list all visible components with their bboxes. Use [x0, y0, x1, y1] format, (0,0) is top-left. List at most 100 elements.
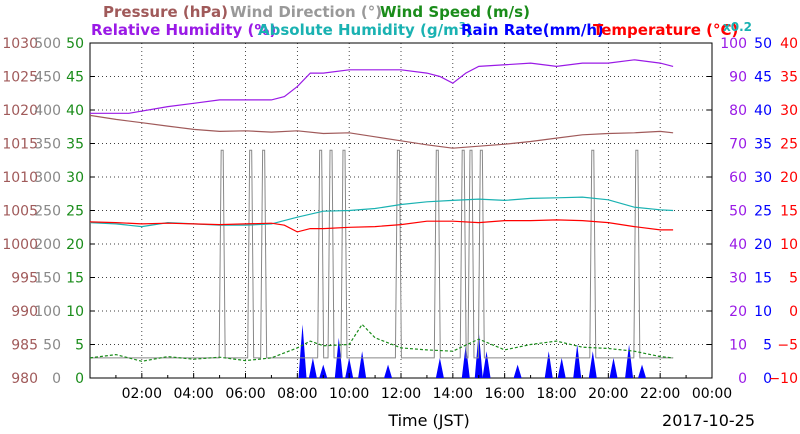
y-axes: 1030102510201015101010051000995990985980…	[2, 36, 798, 387]
wind-speed-line	[90, 323, 674, 362]
y-tick-relative-humidity: 80	[729, 103, 747, 119]
relative-humidity-line	[90, 59, 674, 114]
rain-rate-bar	[482, 351, 491, 378]
y-tick-pressure: 980	[11, 371, 38, 387]
y-tick-wind-speed: 0	[75, 371, 84, 387]
y-tick-rain-rate: 50	[754, 36, 772, 52]
x-tick-label: 02:00	[122, 386, 162, 402]
temperature-line	[90, 219, 674, 233]
y-tick-relative-humidity: 60	[729, 170, 747, 186]
y-tick-rain-rate: 35	[754, 137, 772, 153]
series-group	[90, 59, 674, 378]
x-tick-label: 12:00	[381, 386, 421, 402]
y-tick-wind-speed: 40	[66, 103, 84, 119]
y-tick-pressure: 1010	[2, 170, 38, 186]
y-tick-temperature: 30	[780, 103, 798, 119]
y-tick-rain-rate: 45	[754, 70, 772, 86]
legend-scale-note: x0.2	[723, 20, 752, 34]
y-tick-pressure: 985	[11, 338, 38, 354]
rain-rate-bar	[435, 357, 444, 378]
rain-rate-bar	[588, 351, 597, 378]
y-tick-temperature: 5	[789, 271, 798, 287]
y-tick-pressure: 1025	[2, 70, 38, 86]
y-tick-wind-speed: 30	[66, 170, 84, 186]
y-tick-wind-speed: 15	[66, 271, 84, 287]
y-tick-rain-rate: 0	[763, 371, 772, 387]
y-tick-wind-speed: 35	[66, 137, 84, 153]
y-tick-relative-humidity: 90	[729, 70, 747, 86]
rain-rate-bar	[345, 357, 354, 378]
x-axis-label: Time (JST)	[387, 411, 469, 430]
y-tick-pressure: 995	[11, 271, 38, 287]
legend-absolute-humidity-tail: )	[466, 21, 473, 39]
y-tick-wind-speed: 5	[75, 338, 84, 354]
y-tick-wind-speed: 20	[66, 237, 84, 253]
y-tick-relative-humidity: 0	[738, 371, 747, 387]
y-tick-relative-humidity: 70	[729, 137, 747, 153]
y-tick-wind-speed: 10	[66, 304, 84, 320]
rain-rate-bar	[298, 324, 307, 378]
y-tick-relative-humidity: 10	[729, 338, 747, 354]
y-tick-wind-direction: 100	[34, 304, 61, 320]
rain-rate-bar	[513, 364, 522, 378]
y-tick-wind-direction: 350	[34, 137, 61, 153]
y-tick-pressure: 1000	[2, 237, 38, 253]
rain-rate-bar	[557, 357, 566, 378]
y-tick-wind-speed: 45	[66, 70, 84, 86]
legend-absolute-humidity-text: Absolute Humidity (g/m	[258, 21, 459, 39]
pressure-line	[90, 114, 674, 149]
date-label: 2017-10-25	[662, 411, 755, 430]
rain-rate-bar	[638, 364, 647, 378]
y-tick-rain-rate: 5	[763, 338, 772, 354]
y-tick-temperature: 35	[780, 70, 798, 86]
y-tick-pressure: 1020	[2, 103, 38, 119]
rain-rate-bar	[319, 364, 328, 378]
x-tick-label: 18:00	[536, 386, 576, 402]
y-tick-pressure: 1005	[2, 204, 38, 220]
y-tick-relative-humidity: 50	[729, 204, 747, 220]
legend-rain-rate: Rain Rate(mm/h)	[461, 21, 604, 39]
x-tick-label: 14:00	[433, 386, 473, 402]
legend-relative-humidity: Relative Humidity (%)	[91, 21, 276, 39]
rain-rate-bar	[308, 357, 317, 378]
y-tick-rain-rate: 10	[754, 304, 772, 320]
y-tick-temperature: −5	[777, 338, 798, 354]
rain-rate-bar	[358, 351, 367, 378]
legend-pressure: Pressure (hPa)	[103, 3, 228, 21]
y-tick-temperature: −10	[768, 371, 798, 387]
legend-wind-speed: Wind Speed (m/s)	[380, 3, 530, 21]
rain-rate-bar	[461, 344, 470, 378]
rain-rate-bar	[609, 357, 618, 378]
legend-absolute-humidity: Absolute Humidity (g/m3)	[258, 21, 473, 39]
x-tick-label: 10:00	[329, 386, 369, 402]
y-tick-temperature: 40	[780, 36, 798, 52]
y-tick-relative-humidity: 40	[729, 237, 747, 253]
y-tick-pressure: 990	[11, 304, 38, 320]
rain-rate-bar	[384, 364, 393, 378]
legend-absolute-humidity-sup: 3	[459, 21, 466, 32]
y-tick-wind-speed: 25	[66, 204, 84, 220]
rain-rate-bar	[573, 344, 582, 378]
legend-row-1: Pressure (hPa) Wind Direction (°) Wind S…	[103, 3, 530, 21]
y-tick-wind-speed: 50	[66, 36, 84, 52]
x-tick-label: 16:00	[484, 386, 524, 402]
legend-temperature: Temperature (°C)	[593, 21, 738, 39]
y-tick-wind-direction: 450	[34, 70, 61, 86]
y-tick-rain-rate: 40	[754, 103, 772, 119]
x-tick-label: 06:00	[225, 386, 265, 402]
y-tick-pressure: 1030	[2, 36, 38, 52]
y-tick-wind-direction: 500	[34, 36, 61, 52]
x-tick-label: 08:00	[277, 386, 317, 402]
y-tick-temperature: 10	[780, 237, 798, 253]
y-tick-wind-direction: 200	[34, 237, 61, 253]
y-tick-wind-direction: 50	[43, 338, 61, 354]
y-tick-wind-direction: 300	[34, 170, 61, 186]
y-tick-wind-direction: 250	[34, 204, 61, 220]
y-tick-temperature: 20	[780, 170, 798, 186]
y-tick-temperature: 25	[780, 137, 798, 153]
absolute-humidity-line	[90, 196, 674, 228]
rain-rate-bar	[544, 351, 553, 378]
y-tick-rain-rate: 25	[754, 204, 772, 220]
y-tick-wind-direction: 400	[34, 103, 61, 119]
